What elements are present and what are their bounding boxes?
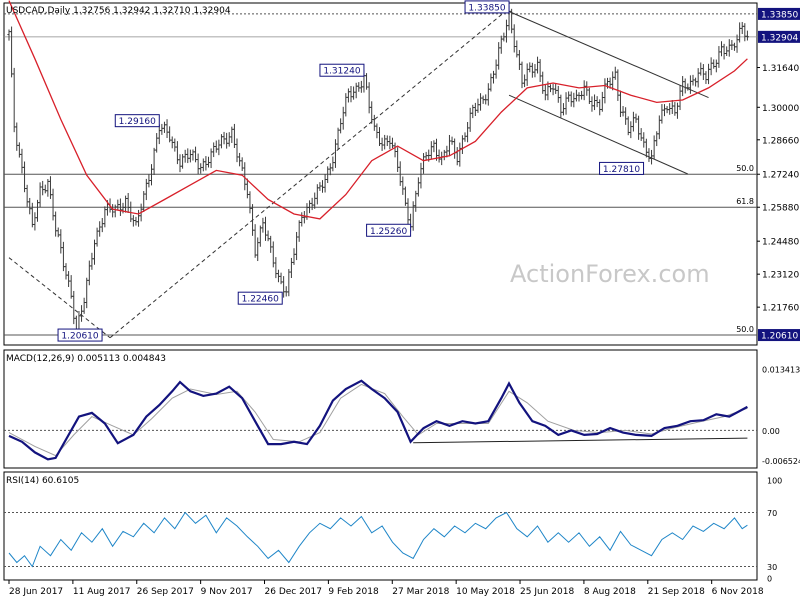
price-axis-label: 1.32904 <box>761 33 798 43</box>
macd-axis-label: -0.006524 <box>762 457 800 466</box>
price-annotation-box <box>57 328 103 342</box>
fib-level-label: 61.8 <box>736 197 754 206</box>
panel-frame-macd <box>3 349 758 469</box>
price-annotation-box <box>319 63 365 77</box>
trendline <box>8 257 111 339</box>
price-axis-label: 1.23120 <box>762 271 799 281</box>
price-annotation-label: 1.29160 <box>119 117 156 127</box>
price-annotation-box <box>237 291 283 305</box>
price-axis-marker <box>758 329 800 342</box>
rsi-title: RSI(14) 60.6105 <box>6 476 79 486</box>
price-axis-label: 1.33850 <box>761 10 798 20</box>
price-axis-label: 1.24480 <box>762 238 799 248</box>
macd-title: MACD(12,26,9) 0.005113 0.004843 <box>6 354 166 364</box>
date-label: 27 Mar 2018 <box>392 587 449 597</box>
price-annotation-label: 1.33850 <box>468 3 505 13</box>
date-label: 28 Jun 2017 <box>9 587 63 597</box>
rsi-line <box>8 511 748 568</box>
price-axis-label: 1.20610 <box>761 332 798 342</box>
trendline <box>508 94 689 175</box>
price-axis-label: 1.27240 <box>762 171 799 181</box>
price-axis-label: 1.28660 <box>762 136 799 146</box>
price-axis-label: 1.31640 <box>762 64 799 74</box>
price-axis-label: 1.25880 <box>762 204 799 214</box>
date-label: 6 Nov 2018 <box>712 587 764 597</box>
date-label: 8 Aug 2018 <box>584 587 636 597</box>
rsi-axis-label: 100 <box>767 477 782 486</box>
date-label: 25 Jun 2018 <box>520 587 574 597</box>
price-annotation-label: 1.22460 <box>242 295 279 305</box>
rsi-axis-label: 0 <box>767 575 772 584</box>
price-axis-marker <box>758 30 800 43</box>
trendline <box>508 11 709 99</box>
price-annotation-label: 1.27810 <box>603 165 640 175</box>
watermark: ActionForex.com <box>510 260 710 288</box>
rsi-axis-label: 30 <box>767 563 777 572</box>
chart-header: USDCAD,Daily 1.32756 1.32942 1.32710 1.3… <box>6 6 231 16</box>
price-axis-marker <box>758 7 800 20</box>
date-label: 9 Feb 2018 <box>328 587 379 597</box>
moving-average-line <box>8 0 748 220</box>
price-annotation-box <box>599 161 645 175</box>
macd-trendline <box>413 437 748 444</box>
date-label: 26 Sep 2017 <box>137 587 194 597</box>
fib-level-label: 50.0 <box>736 325 754 334</box>
price-axis-label: 1.30000 <box>762 104 799 114</box>
fib-level-label: 50.0 <box>736 164 754 173</box>
trendline <box>109 12 505 339</box>
price-annotation-box <box>114 114 160 128</box>
rsi-axis-label: 70 <box>767 509 777 518</box>
date-label: 10 May 2018 <box>456 587 515 597</box>
macd-axis-label: 0.013413 <box>762 365 800 374</box>
price-annotation-label: 1.25260 <box>370 227 407 237</box>
price-axis-label: 1.21760 <box>762 304 799 314</box>
price-annotation-label: 1.31240 <box>323 67 360 77</box>
panel-frame-rsi <box>3 471 758 581</box>
macd-axis-label: 0.00 <box>762 427 780 436</box>
price-annotation-box <box>464 0 510 14</box>
price-annotation-box <box>366 223 412 237</box>
date-label: 26 Dec 2017 <box>265 587 323 597</box>
macd-signal-line <box>8 383 748 457</box>
date-label: 9 Nov 2017 <box>201 587 253 597</box>
date-label: 11 Aug 2017 <box>73 587 131 597</box>
price-annotation-label: 1.20610 <box>61 332 98 342</box>
macd-main-line <box>8 379 748 461</box>
date-label: 21 Sep 2018 <box>648 587 705 597</box>
